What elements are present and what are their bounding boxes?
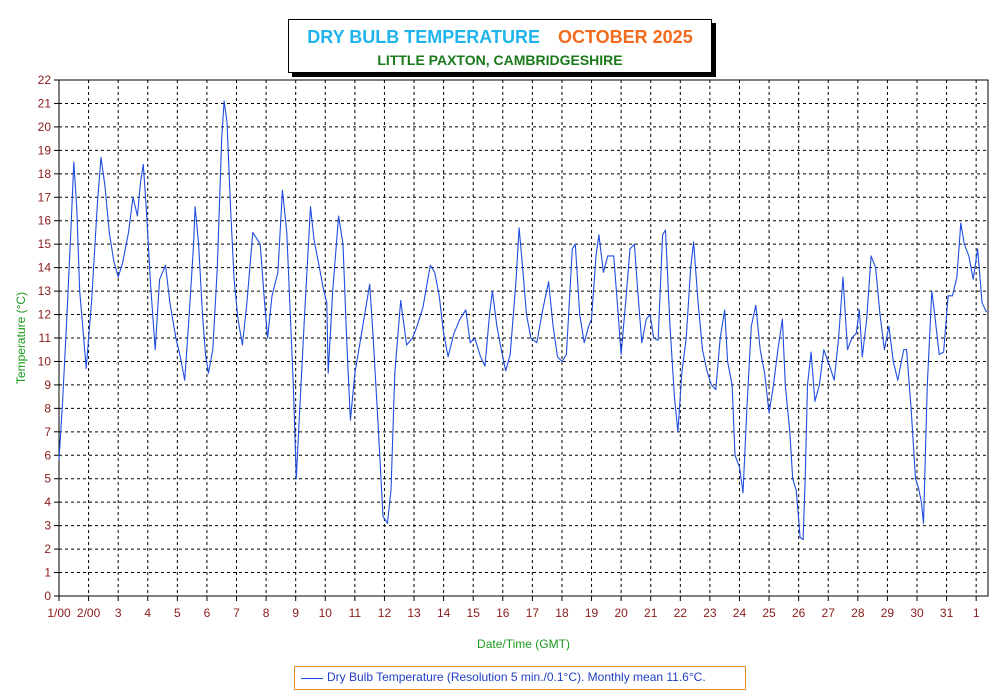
x-tick-label: 1/00 xyxy=(47,606,71,620)
y-tick-label: 14 xyxy=(38,261,52,275)
x-tick-label: 18 xyxy=(555,606,569,620)
y-tick-label: 7 xyxy=(44,425,51,439)
x-tick-label: 27 xyxy=(822,606,836,620)
legend-line-swatch xyxy=(301,678,323,679)
x-tick-label: 5 xyxy=(174,606,181,620)
x-tick-label: 11 xyxy=(349,606,362,620)
x-tick-label: 26 xyxy=(792,606,806,620)
x-tick-label: 30 xyxy=(910,606,924,620)
y-tick-label: 3 xyxy=(44,519,51,533)
chart-legend: Dry Bulb Temperature (Resolution 5 min./… xyxy=(294,666,746,690)
y-tick-label: 2 xyxy=(44,542,51,556)
x-tick-label: 17 xyxy=(526,606,540,620)
plot-frame xyxy=(58,79,989,597)
y-tick-label: 9 xyxy=(44,378,51,392)
x-tick-label: 12 xyxy=(378,606,392,620)
y-tick-label: 13 xyxy=(38,284,52,298)
x-tick-label: 7 xyxy=(233,606,240,620)
y-axis-label: Temperature (°C) xyxy=(14,292,28,384)
x-tick-label: 4 xyxy=(144,606,151,620)
x-tick-label: 3 xyxy=(115,606,122,620)
x-tick-label: 15 xyxy=(467,606,481,620)
chart-title: DRY BULB TEMPERATURE OCTOBER 2025 xyxy=(289,27,711,48)
y-tick-label: 18 xyxy=(38,167,52,181)
x-tick-label: 6 xyxy=(204,606,211,620)
x-tick-label: 22 xyxy=(674,606,688,620)
x-tick-label: 31 xyxy=(940,606,954,620)
chart-subtitle: LITTLE PAXTON, CAMBRIDGESHIRE xyxy=(377,52,623,68)
x-tick-label: 1 xyxy=(973,606,980,620)
x-tick-label: 23 xyxy=(703,606,717,620)
y-tick-label: 16 xyxy=(38,214,52,228)
legend-label: Dry Bulb Temperature (Resolution 5 min./… xyxy=(327,670,706,684)
x-tick-label: 14 xyxy=(437,606,451,620)
x-tick-label: 28 xyxy=(851,606,865,620)
chart-title-box: DRY BULB TEMPERATURE OCTOBER 2025 LITTLE … xyxy=(288,19,712,73)
x-tick-label: 9 xyxy=(292,606,299,620)
x-tick-label: 10 xyxy=(319,606,333,620)
x-tick-label: 13 xyxy=(407,606,421,620)
y-tick-label: 0 xyxy=(44,589,51,603)
y-tick-label: 12 xyxy=(38,308,52,322)
y-tick-label: 17 xyxy=(38,190,52,204)
y-tick-label: 19 xyxy=(38,143,52,157)
x-tick-label: 24 xyxy=(733,606,747,620)
series-line-dry-bulb-temperature xyxy=(58,100,987,541)
y-tick-label: 8 xyxy=(44,401,51,415)
x-tick-label: 19 xyxy=(585,606,599,620)
y-tick-label: 22 xyxy=(38,73,52,87)
x-tick-label: 2/00 xyxy=(77,606,101,620)
x-tick-label: 25 xyxy=(762,606,776,620)
chart-title-main: DRY BULB TEMPERATURE xyxy=(307,27,540,47)
y-tick-label: 11 xyxy=(39,331,52,345)
y-tick-label: 1 xyxy=(44,566,51,580)
y-tick-label: 20 xyxy=(38,120,52,134)
y-tick-label: 21 xyxy=(38,96,52,110)
y-tick-label: 10 xyxy=(38,354,52,368)
x-tick-label: 21 xyxy=(644,606,658,620)
x-tick-label: 16 xyxy=(496,606,510,620)
y-tick-label: 6 xyxy=(44,448,51,462)
y-tick-label: 15 xyxy=(38,237,52,251)
x-axis-label: Date/Time (GMT) xyxy=(477,637,570,651)
y-tick-label: 4 xyxy=(44,495,51,509)
x-tick-label: 20 xyxy=(614,606,628,620)
y-tick-label: 5 xyxy=(44,472,51,486)
x-tick-label: 29 xyxy=(881,606,895,620)
chart-title-month: OCTOBER 2025 xyxy=(557,27,693,47)
x-tick-label: 8 xyxy=(263,606,270,620)
